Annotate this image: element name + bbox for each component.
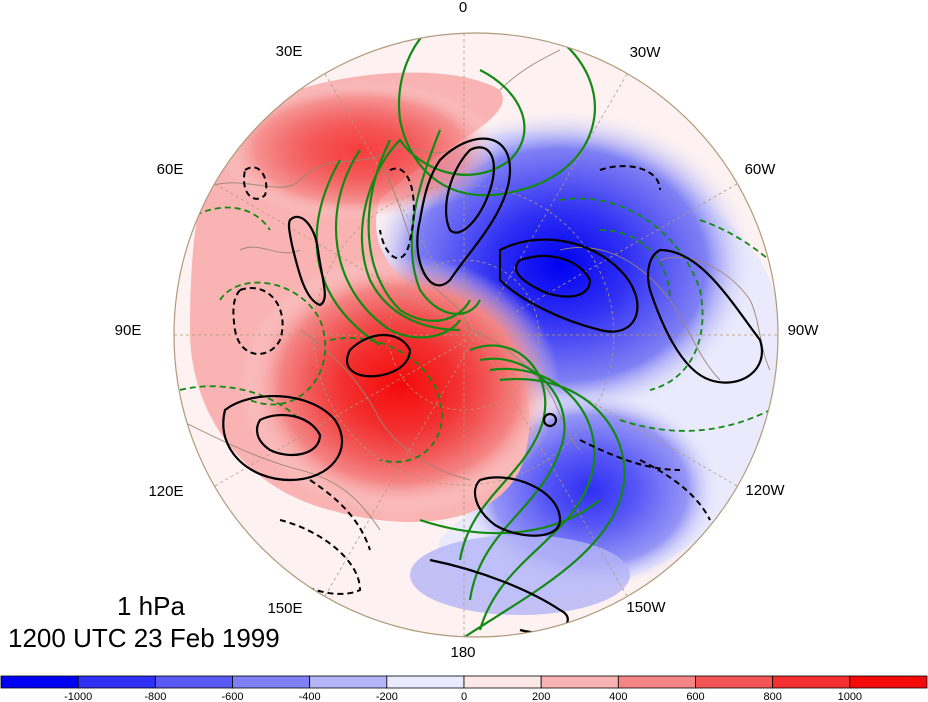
colorbar-tick-label: 400 xyxy=(609,691,627,702)
colorbar-box xyxy=(463,675,542,689)
lon-label-150w: 150W xyxy=(626,599,666,616)
colorbar-box xyxy=(0,675,79,689)
colorbar-tick-label: 0 xyxy=(461,691,467,702)
lon-label-30e: 30E xyxy=(276,43,303,60)
colorbar-tick-label: -400 xyxy=(299,691,321,702)
lon-label-0: 0 xyxy=(459,0,467,16)
colorbar-tick-label: 800 xyxy=(763,691,781,702)
colorbar-tick-label: -600 xyxy=(221,691,243,702)
pressure-level-caption: 1 hPa xyxy=(117,591,185,621)
lon-label-90w: 90W xyxy=(788,322,820,339)
green-contours xyxy=(315,33,626,637)
colorbar-box xyxy=(772,675,851,689)
colorbar-box xyxy=(617,675,696,689)
colorbar-tick-label: 200 xyxy=(532,691,550,702)
black-contours xyxy=(222,137,763,634)
colorbar-tick-label: 1000 xyxy=(838,691,862,702)
colorbar-box xyxy=(309,675,388,689)
lon-label-120e: 120E xyxy=(148,483,183,500)
colorbar-tick-label: -800 xyxy=(144,691,166,702)
map-boundary xyxy=(173,32,779,638)
graticule xyxy=(174,33,778,637)
colorbar-box xyxy=(154,675,233,689)
colorbar-tick-label: 600 xyxy=(686,691,704,702)
lon-label-30w: 30W xyxy=(630,44,662,61)
valid-time-caption: 1200 UTC 23 Feb 1999 xyxy=(8,623,280,653)
green-dashed-contours xyxy=(174,197,778,463)
colorbar-box xyxy=(849,675,928,689)
colorbar-tick-label: -200 xyxy=(376,691,398,702)
negative-lobe-far-south xyxy=(410,535,630,615)
colorbar-box xyxy=(695,675,774,689)
shaded-field xyxy=(174,33,778,637)
colorbar-box xyxy=(386,675,465,689)
lon-label-60w: 60W xyxy=(745,161,777,178)
colorbar-box xyxy=(540,675,619,689)
lon-label-90e: 90E xyxy=(115,322,142,339)
lon-label-180: 180 xyxy=(450,644,475,661)
colorbar: -1000 -800 -600 -400 -200 0 200 400 600 800 1000 xyxy=(0,675,928,702)
black-dashed-contours xyxy=(232,165,711,595)
positive-core xyxy=(240,255,560,515)
lon-label-60e: 60E xyxy=(157,161,184,178)
lon-label-150e: 150E xyxy=(267,600,302,617)
colorbar-tick-label: -1000 xyxy=(64,691,92,702)
lon-label-120w: 120W xyxy=(745,482,785,499)
colorbar-box xyxy=(77,675,156,689)
colorbar-box xyxy=(232,675,311,689)
